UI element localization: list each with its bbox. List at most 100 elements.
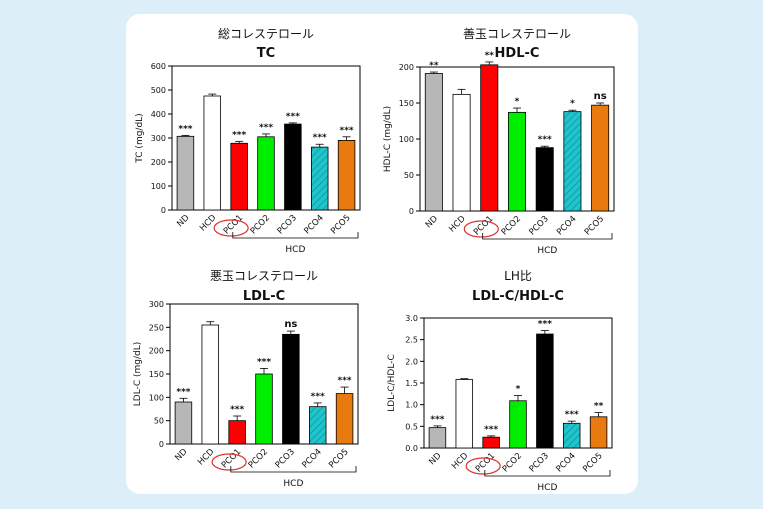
y-tick-label: 300 [149,300,164,309]
significance-label: *** [286,112,300,122]
bar-pco3 [282,333,300,445]
y-tick-label: 2.0 [405,357,418,366]
y-tick-label: 1.5 [405,379,418,388]
chart-hdl: 善玉コレステロール HDL-C 0 50 100 150 200 HDL-C (mg/dL) *… [383,26,615,256]
y-axis-label: LDL-C (mg/dL) [133,342,143,406]
panel-lh: LH比 LDL-C/HDL-C 0.0 0.5 1.0 1.5 2.0 2.5 3.0 LDL-C… [382,264,638,508]
x-tick-label-nd: ND [427,451,444,468]
y-tick-label: 0.5 [405,422,418,431]
significance-label: *** [484,425,498,435]
group-label-hcd: HCD [283,479,303,489]
hcd-bracket [232,232,359,239]
significance-label: *** [430,415,444,425]
x-tick-label-hcd: HCD [198,213,219,234]
chart-title: HDL-C [495,46,540,61]
significance-label: ** [429,61,439,71]
y-tick-label: 200 [151,158,166,167]
hcd-bracket [484,470,611,477]
bar-pco1 [482,436,500,449]
x-tick-label-nd: ND [175,213,192,230]
x-tick-label-pco5: PCO5 [581,451,604,474]
y-tick-label: 50 [154,417,164,426]
group-label-hcd: HCD [285,245,305,255]
bar-hcd [455,379,474,449]
x-tick-label-pco1: PCO1 [222,213,245,236]
y-tick-label: 0 [409,207,414,216]
x-tick-label-pco5: PCO5 [329,213,352,236]
bar-pco5 [591,104,610,212]
bar-hcd [452,93,471,212]
x-tick-label-pco3: PCO3 [528,451,551,474]
chart-title: LDL-C [243,289,285,304]
y-tick-label: 500 [151,86,166,95]
significance-label: * [515,97,520,107]
y-axis-label: TC (mg/dL) [135,113,145,163]
x-tick-label-pco3: PCO3 [274,447,297,470]
significance-label: *** [259,123,273,133]
bar-pco3 [535,147,554,212]
y-tick-label: 200 [149,347,164,356]
chart-ldl: 悪玉コレステロール LDL-C 0 50 100 150 200 250 300 LDL-C (m… [133,269,359,489]
x-tick-label-pco3: PCO3 [527,214,550,237]
bar-nd [428,427,447,449]
y-axis-label: HDL-C (mg/dL) [383,106,393,172]
y-axis-label: LDL-C/HDL-C [387,354,397,411]
x-tick-label-pco5: PCO5 [583,214,606,237]
y-tick-label: 2.5 [405,336,418,345]
significance-label: *** [257,357,271,367]
group-label-hcd: HCD [537,246,557,256]
bar-pco3 [536,333,554,449]
chart-title-jp: 悪玉コレステロール [210,269,318,283]
bar-pco1 [480,64,499,212]
y-tick-label: 300 [151,134,166,143]
bar-hcd [201,324,220,445]
significance-label: *** [538,135,552,145]
x-tick-label-hcd: HCD [196,447,217,468]
bar-pco1 [230,142,248,211]
bar-pco2 [508,111,526,212]
y-tick-label: 100 [151,182,166,191]
y-tick-label: 100 [149,393,164,402]
significance-label: *** [176,387,190,397]
pco1-highlight-circle [465,457,501,475]
y-tick-label: 0.0 [405,444,418,453]
significance-label: * [570,99,575,109]
x-tick-label-pco4: PCO4 [554,451,577,474]
chart-title-jp: 善玉コレステロール [463,26,571,41]
significance-label: *** [565,410,579,420]
x-tick-label-pco2: PCO2 [500,214,523,237]
significance-label: ** [485,51,495,61]
bar-pco3 [284,123,302,211]
significance-label: *** [230,405,244,415]
bar-pco2 [257,136,275,211]
hcd-bracket [482,233,613,240]
chart-title-jp: 総コレステロール [218,27,314,41]
x-tick-label-pco5: PCO5 [327,447,350,470]
significance-label: *** [232,130,246,140]
bar-hcd [203,95,222,211]
pco1-highlight-circle [463,220,499,238]
bar-pco4 [310,146,329,211]
x-tick-label-pco1: PCO1 [220,447,243,470]
x-tick-label-pco1: PCO1 [472,214,495,237]
hcd-bracket [230,466,357,473]
panel-ldl: 悪玉コレステロール LDL-C 0 50 100 150 200 250 300 LDL-C (m… [126,264,382,508]
significance-label: *** [311,392,325,402]
significance-label: ** [594,401,604,411]
bar-nd [176,135,195,211]
panel-hdl: 善玉コレステロール HDL-C 0 50 100 150 200 HDL-C (mg/dL) *… [382,24,638,268]
x-tick-label-pco4: PCO4 [300,447,323,470]
chart-title: LDL-C/HDL-C [472,289,564,304]
bar-pco4 [308,406,327,445]
group-label-hcd: HCD [537,483,557,493]
significance-label: ns [284,319,297,330]
bar-pco5 [335,393,354,445]
significance-label: *** [338,376,352,386]
bar-pco2 [255,373,273,445]
y-tick-label: 0 [161,206,166,215]
x-tick-label-nd: ND [424,214,441,231]
bar-pco4 [562,422,581,449]
y-tick-label: 1.0 [405,401,418,410]
chart-tc: 総コレステロール TC 0 100 200 300 400 500 600 TC (mg/dL) *… [135,27,361,255]
bar-pco1 [228,420,246,445]
